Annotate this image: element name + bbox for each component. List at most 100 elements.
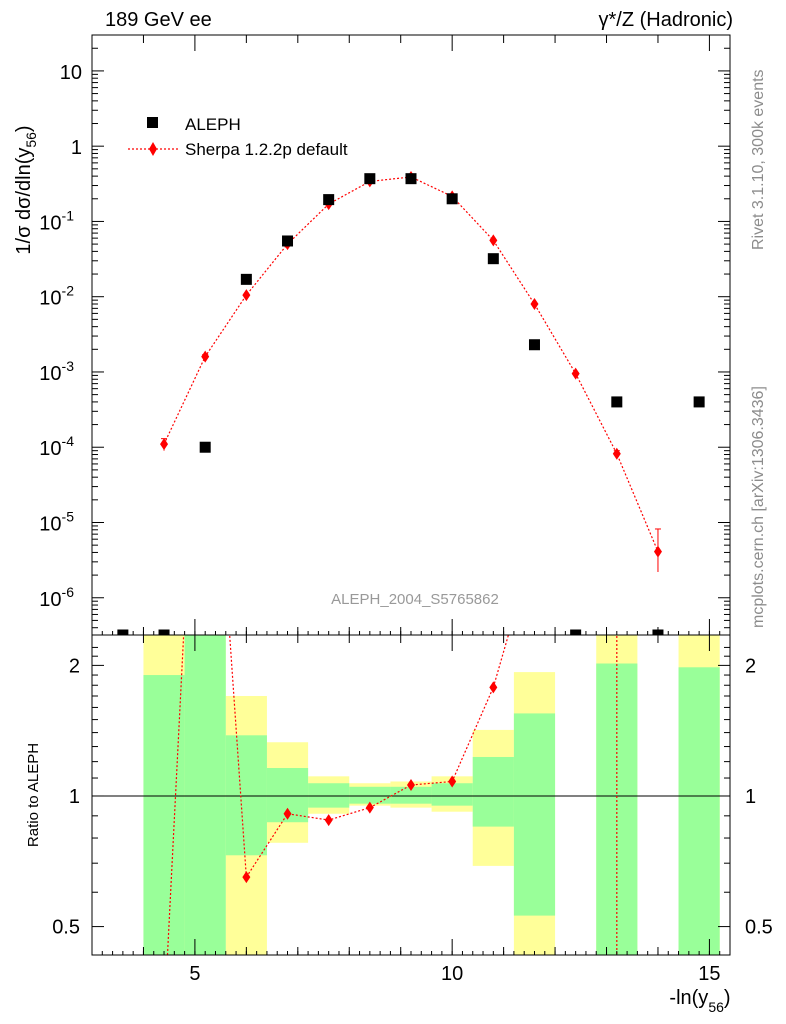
main-y-tick-label-exp: -4 (62, 433, 75, 449)
aleph-point (446, 193, 458, 205)
ratio-point (489, 681, 498, 694)
ratio-plot (92, 635, 730, 955)
aleph-point (323, 194, 335, 206)
main-y-tick-label-base: 10 (39, 438, 61, 460)
main-y-tick-label: 10-2 (39, 283, 74, 310)
legend-aleph-label: ALEPH (185, 115, 241, 134)
ratio-point (448, 775, 457, 788)
sherpa-points (160, 170, 662, 558)
analysis-watermark: ALEPH_2004_S5765862 (331, 591, 499, 608)
ratio-y-tick-label: 0.5 (52, 917, 80, 939)
ratio-point (365, 801, 374, 814)
ratio-band-inner (184, 635, 226, 955)
aleph-point (240, 273, 252, 285)
sherpa-point (612, 447, 621, 460)
ratio-y-tick-label-right: 1 (745, 786, 756, 808)
main-y-axis-label-close: ) (13, 125, 35, 132)
aleph-point (405, 173, 417, 185)
ratio-y-tick-label-right: 2 (745, 655, 756, 677)
x-axis-label-close: ) (724, 987, 731, 1009)
main-y-tick-label: 10-6 (39, 584, 74, 611)
main-y-tick-label: 10-4 (39, 433, 74, 460)
aleph-point (364, 173, 376, 185)
sherpa-point (489, 234, 498, 247)
aleph-point (528, 339, 540, 351)
ratio-model-line-segment (492, 635, 510, 688)
main-y-tick-label-base: 10 (39, 288, 61, 310)
main-y-tick-label: 10-1 (39, 207, 74, 234)
ratio-y-tick-label-right: 0.5 (745, 917, 773, 939)
x-axis-label-sub: 56 (708, 999, 724, 1015)
main-y-tick-label-exp: -1 (62, 207, 75, 223)
ratio-band-inner (143, 675, 185, 955)
x-tick-label: 5 (189, 963, 200, 985)
ratio-point (407, 779, 415, 792)
aleph-point (611, 396, 623, 408)
main-y-tick-label-exp: -5 (62, 508, 75, 524)
main-y-tick-label-base: 10 (39, 363, 61, 385)
main-y-tick-label-base: 10 (39, 513, 61, 535)
title-right: γ*/Z (Hadronic) (599, 9, 733, 31)
main-y-tick-label-exp: -2 (62, 283, 75, 299)
ratio-point (324, 814, 333, 827)
main-y-tick-label-base: 10 (39, 212, 61, 234)
aleph-point (199, 441, 211, 453)
main-y-tick-label: 1 (71, 137, 82, 159)
ratio-band-inner (678, 667, 720, 955)
sherpa-errorbars (161, 176, 661, 572)
ratio-y-tick-label: 1 (69, 786, 80, 808)
main-y-tick-label-exp: -6 (62, 584, 75, 600)
main-y-tick-label: 10-5 (39, 508, 74, 535)
ratio-y-axis-label: Ratio to ALEPH (25, 743, 42, 847)
ratio-band-inner (308, 783, 350, 808)
ratio-band-inner (431, 783, 473, 806)
sherpa-point (201, 350, 210, 363)
main-y-tick-label-base: 10 (39, 589, 61, 611)
aleph-point (282, 235, 294, 247)
sherpa-point (530, 297, 539, 310)
main-y-axis-label-sub: 56 (23, 132, 39, 148)
legend-sherpa-label: Sherpa 1.2.2p default (185, 140, 348, 159)
main-y-tick-label: 10-3 (39, 358, 74, 385)
sherpa-point (571, 367, 580, 380)
ratio-band-inner (472, 756, 514, 827)
x-axis-label: -ln(y56) (669, 987, 730, 1015)
x-axis-label-main: -ln(y (669, 987, 708, 1009)
x-tick-label: 10 (441, 963, 463, 985)
ratio-band-inner (349, 786, 391, 804)
side-label-rivet: Rivet 3.1.10, 300k events (750, 69, 767, 250)
legend-sherpa-marker (149, 142, 157, 156)
sherpa-point (242, 289, 251, 302)
ratio-band-inner (390, 786, 432, 804)
ratio-point (283, 807, 292, 820)
ratio-band-inner (513, 713, 556, 916)
sherpa-curve (163, 176, 659, 552)
main-y-tick-label: 10 (60, 62, 82, 84)
ratio-model-points (242, 681, 498, 884)
main-y-tick-label-base: 1 (71, 137, 82, 159)
x-tick-label: 15 (698, 963, 720, 985)
main-x-ticks (91, 35, 731, 635)
sherpa-point (653, 545, 662, 558)
sherpa-curve-group (163, 176, 659, 552)
main-y-tick-label-exp: -3 (62, 358, 75, 374)
aleph-point (693, 396, 705, 408)
aleph-points (117, 173, 705, 635)
ratio-point (242, 871, 251, 884)
aleph-point (487, 253, 499, 265)
ratio-y-ticks: 0.5 0.5 1 1 2 2 (52, 646, 773, 939)
main-y-tick-label-base: 10 (60, 62, 82, 84)
ratio-band-inner (225, 735, 267, 856)
sherpa-point (160, 438, 169, 451)
main-plot (117, 170, 705, 635)
main-y-axis-label: 1/σ dσ/dln(y56) (13, 125, 39, 254)
main-y-axis-label-main: 1/σ dσ/dln(y (13, 148, 35, 255)
legend-aleph-marker (147, 117, 158, 128)
ratio-bands-inner (143, 635, 720, 955)
ratio-x-ticks: 5 10 15 (91, 635, 731, 985)
title-left: 189 GeV ee (105, 9, 212, 31)
legend: ALEPH Sherpa 1.2.2p default (128, 115, 348, 159)
ratio-y-tick-label: 2 (69, 655, 80, 677)
